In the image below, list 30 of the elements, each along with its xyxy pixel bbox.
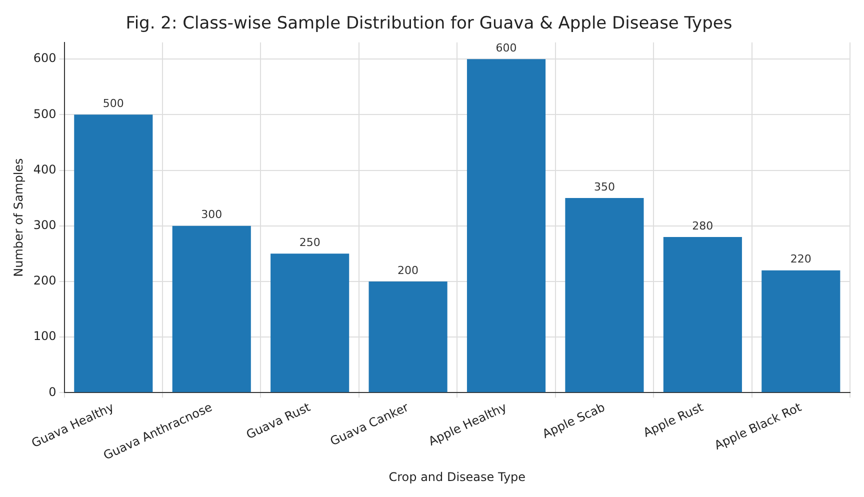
x-tick-label: Apple Black Rot [712, 400, 804, 452]
bar [368, 281, 448, 392]
x-tick-label: Guava Rust [244, 400, 313, 442]
bar [172, 226, 251, 392]
bar [74, 114, 153, 392]
bar [663, 236, 742, 392]
bar [270, 254, 350, 392]
y-tick-label: 300 [33, 218, 56, 232]
data-label: 220 [790, 252, 812, 266]
x-axis-title: Crop and Disease Type [388, 470, 526, 484]
y-tick-label: 600 [33, 51, 56, 66]
y-tick-label: 500 [33, 106, 56, 121]
data-label: 500 [102, 97, 124, 110]
y-axis-title: Number of Samples [11, 158, 26, 277]
data-label: 280 [692, 219, 714, 232]
data-label: 250 [299, 236, 320, 250]
bar [762, 270, 840, 392]
data-label: 600 [496, 41, 517, 54]
y-tick-label: 400 [33, 162, 56, 176]
bar [466, 59, 546, 392]
chart-title: Fig. 2: Class-wise Sample Distribution for Guava & Apple Disease Types [126, 14, 732, 34]
x-tick-label: Apple Rust [641, 400, 706, 440]
data-label: 350 [594, 180, 615, 194]
y-tick-label: 200 [33, 274, 56, 288]
data-label: 300 [201, 208, 222, 222]
bar [565, 198, 644, 392]
y-tick-label: 0 [48, 384, 56, 399]
x-tick-label: Apple Scab [540, 400, 608, 442]
data-label: 200 [398, 264, 419, 277]
y-tick-label: 100 [33, 329, 56, 344]
